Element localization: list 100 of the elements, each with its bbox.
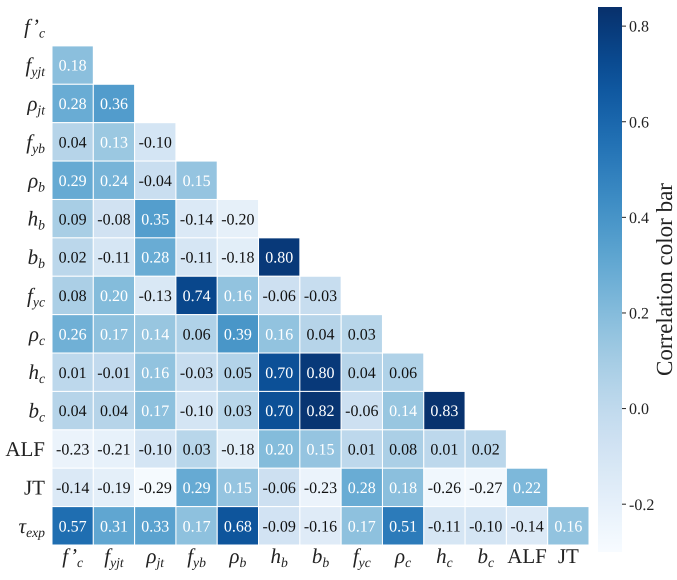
color-bar-label: 0.6 — [629, 114, 649, 132]
x-tick-label: f$_{yb}$ — [187, 544, 206, 570]
data-label: -0.09 — [262, 518, 296, 536]
data-label: -0.11 — [98, 250, 130, 267]
y-tick-label: b$_{c}$ — [28, 398, 45, 425]
data-label: 0.16 — [554, 518, 582, 536]
data-label: -0.06 — [262, 480, 296, 498]
data-label: 0.13 — [100, 134, 128, 152]
data-label: -0.11 — [428, 518, 461, 536]
data-label: 0.80 — [265, 250, 294, 267]
data-label: 0.02 — [472, 442, 500, 459]
color-bar-label: 0.2 — [629, 306, 649, 323]
data-label: -0.10 — [138, 442, 172, 459]
data-label: 0.08 — [58, 288, 87, 306]
x-tick-label: ALF — [507, 544, 547, 568]
data-label: 0.31 — [100, 518, 128, 536]
data-label: 0.06 — [389, 364, 418, 382]
color-bar-title: Correlation color bar — [652, 182, 677, 376]
color-bar-label: 0.8 — [629, 18, 649, 36]
data-label: 0.04 — [58, 134, 87, 152]
y-tick-label: ALF — [5, 437, 45, 462]
data-label: -0.16 — [304, 518, 338, 536]
data-label: 0.29 — [58, 172, 87, 190]
data-label: 0.39 — [224, 326, 252, 344]
data-label: 0.17 — [100, 326, 128, 344]
data-label: 0.04 — [100, 403, 128, 420]
data-label: 0.33 — [141, 518, 170, 536]
data-label: 0.17 — [182, 518, 211, 536]
data-label: 0.17 — [141, 403, 170, 420]
color-bar-label: 0.0 — [629, 401, 649, 418]
data-label: -0.06 — [345, 403, 378, 420]
data-label: 0.02 — [58, 250, 87, 267]
x-tick-label: f’$_{c}$ — [62, 544, 84, 570]
x-tick-label: ρ$_{c}$ — [394, 544, 412, 570]
data-label: 0.06 — [182, 326, 211, 344]
x-tick-label: h$_{c}$ — [436, 544, 453, 570]
x-tick-label: h$_{b}$ — [270, 544, 288, 570]
data-label: -0.11 — [180, 250, 213, 267]
data-label: 0.04 — [58, 403, 87, 420]
data-label: 0.03 — [182, 442, 211, 459]
x-tick-label: b$_{b}$ — [312, 544, 330, 570]
data-label: 0.16 — [265, 326, 294, 344]
data-label: -0.26 — [428, 480, 462, 498]
data-label: -0.06 — [262, 288, 296, 306]
data-label: 0.17 — [348, 518, 376, 536]
data-label: -0.14 — [56, 480, 90, 498]
y-tick-label: ρ$_{c}$ — [28, 322, 45, 348]
data-label: 0.35 — [141, 211, 170, 228]
data-label: -0.13 — [138, 288, 172, 306]
data-label: 0.20 — [265, 442, 294, 459]
data-label: 0.14 — [141, 326, 170, 344]
data-label: 0.29 — [182, 480, 211, 498]
data-label: 0.57 — [58, 518, 87, 536]
y-tick-label: f$_{yjt}$ — [26, 53, 46, 80]
data-label: 0.14 — [389, 403, 418, 420]
color-bar-label: -0.2 — [629, 496, 654, 514]
data-label: -0.14 — [510, 518, 544, 536]
data-label: 0.68 — [224, 518, 252, 536]
data-label: -0.23 — [304, 480, 338, 498]
data-label: 0.01 — [430, 442, 458, 459]
x-tick-label: b$_{c}$ — [477, 544, 494, 570]
data-label: 0.51 — [389, 518, 418, 536]
data-label: -0.10 — [180, 403, 214, 420]
data-label: -0.19 — [97, 480, 131, 498]
y-tick-label: f’$_{c}$ — [24, 14, 45, 41]
x-tick-label: f$_{yjt}$ — [104, 544, 125, 570]
data-label: 0.82 — [306, 403, 334, 420]
y-tick-label: h$_{c}$ — [28, 360, 45, 386]
data-label: 0.03 — [224, 403, 252, 420]
data-label: 0.09 — [58, 211, 87, 228]
y-tick-label: JT — [24, 475, 46, 500]
data-label: -0.01 — [97, 364, 131, 382]
data-label: -0.29 — [138, 480, 172, 498]
data-label: 0.28 — [348, 480, 376, 498]
data-label: -0.14 — [180, 211, 214, 228]
y-tick-label: f$_{yb}$ — [26, 130, 46, 156]
y-tick-label: τ$_{exp}$ — [18, 514, 46, 540]
data-label: 0.08 — [389, 442, 418, 459]
data-label: -0.08 — [97, 211, 131, 228]
data-label: 0.04 — [306, 326, 334, 344]
data-label: 0.04 — [348, 364, 376, 382]
x-tick-label: ρ$_{b}$ — [228, 544, 247, 570]
x-tick-label: JT — [558, 544, 580, 568]
y-tick-label: h$_{b}$ — [28, 206, 46, 233]
x-tick-label: ρ$_{jt}$ — [145, 544, 166, 570]
y-tick-label: ρ$_{jt}$ — [26, 91, 46, 118]
data-label: 0.15 — [182, 172, 211, 190]
data-label: 0.15 — [306, 442, 334, 459]
data-label: 0.74 — [182, 288, 211, 306]
data-label: -0.20 — [221, 211, 255, 228]
data-label: -0.18 — [221, 250, 255, 267]
data-label: 0.03 — [348, 326, 376, 344]
data-label: 0.22 — [513, 480, 542, 498]
data-label: 0.28 — [141, 250, 170, 267]
data-label: 0.01 — [348, 442, 376, 459]
x-tick-label: f$_{yc}$ — [352, 544, 371, 570]
data-label: 0.18 — [58, 58, 87, 75]
data-label: 0.18 — [389, 480, 418, 498]
data-label: -0.04 — [138, 172, 172, 190]
y-tick-label: f$_{yc}$ — [27, 283, 45, 310]
